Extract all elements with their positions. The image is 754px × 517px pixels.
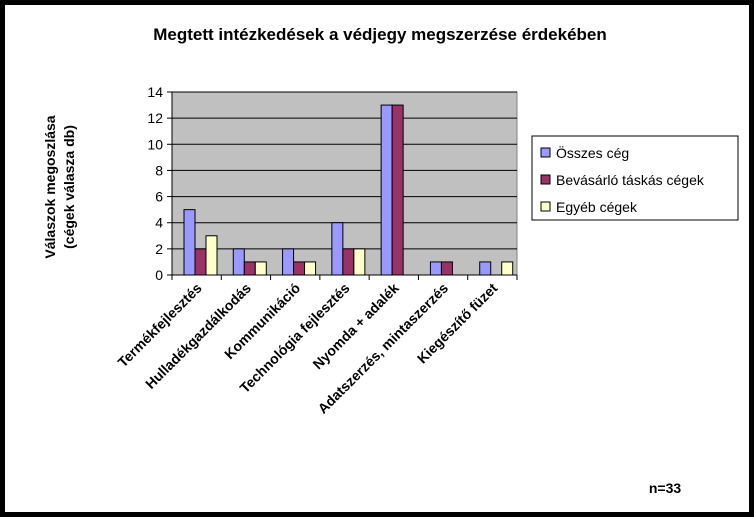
bar-3 (501, 261, 514, 276)
y-axis-label: Válaszok megoszlása (cégek válasza db) (42, 115, 77, 258)
legend-swatch (540, 201, 551, 212)
legend-label: Összes cég (556, 144, 629, 161)
bar-2 (194, 248, 207, 276)
bar-2 (342, 248, 355, 276)
bar-2 (243, 261, 256, 276)
bar-1 (479, 261, 492, 276)
legend-box (531, 135, 739, 221)
bar-1 (282, 248, 295, 276)
category-label: Nyomda + adalék (309, 280, 402, 373)
bar-2 (440, 261, 453, 276)
plot-background (171, 91, 518, 276)
y-tick-label: 2 (155, 241, 163, 257)
category-label: Termékfejlesztés (114, 280, 205, 371)
bar-1 (331, 222, 344, 276)
legend-label: Bevásárló táskás cégek (556, 172, 705, 188)
bar-1 (380, 104, 393, 276)
chart-frame: Megtett intézkedések a védjegy megszerzé… (5, 5, 749, 512)
bar-1 (232, 248, 245, 276)
bar-1 (429, 261, 442, 276)
bar-1 (183, 209, 196, 276)
chart-svg: Megtett intézkedések a védjegy megszerzé… (42, 25, 739, 496)
y-tick-label: 8 (155, 162, 163, 178)
y-tick-label: 14 (147, 84, 163, 100)
legend-swatch (540, 147, 551, 158)
bar-2 (391, 104, 404, 276)
y-tick-label: 10 (147, 136, 163, 152)
bar-3 (353, 248, 366, 276)
plot-area: 02468101214TermékfejlesztésHulladékgazdá… (114, 84, 518, 417)
y-tick-label: 6 (155, 189, 163, 205)
sample-size-note: n=33 (649, 480, 682, 496)
y-tick-label: 0 (155, 267, 163, 283)
y-tick-label: 4 (155, 215, 163, 231)
legend: Összes cég Bevásárló táskás cégek Egyéb cé… (531, 135, 739, 221)
bar-3 (254, 261, 267, 276)
legend-label: Egyéb cégek (556, 199, 638, 215)
bar-2 (293, 261, 306, 276)
y-axis-label-line-1: Válaszok megoszlása (42, 115, 58, 258)
bar-3 (205, 235, 218, 276)
y-axis-label-line-2: (cégek válasza db) (61, 125, 77, 249)
legend-swatch (540, 174, 551, 185)
y-tick-label: 12 (147, 110, 163, 126)
bar-3 (304, 261, 317, 276)
chart-title: Megtett intézkedések a védjegy megszerzé… (153, 25, 607, 44)
